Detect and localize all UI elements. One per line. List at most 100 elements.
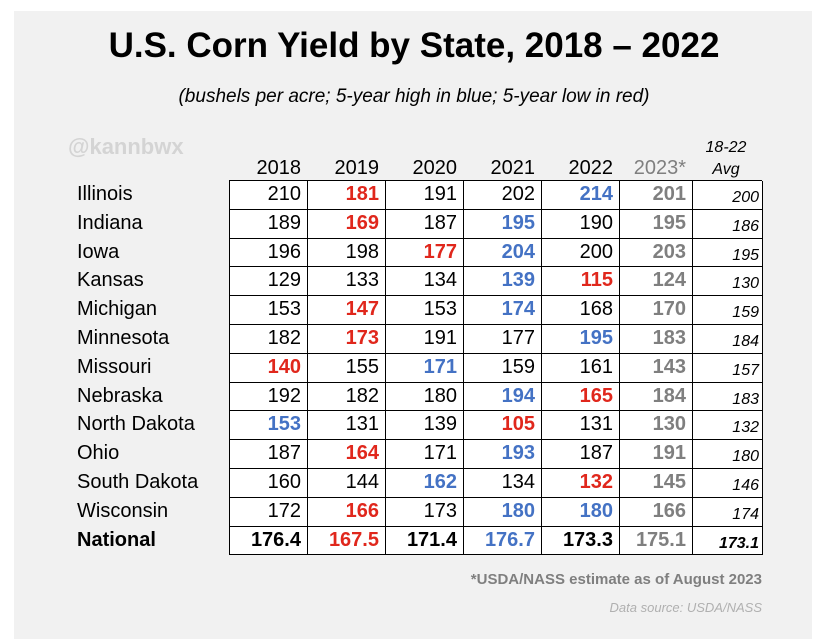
cell-michigan-2023: 170 [620,296,693,325]
cell-national-2023: 175.1 [620,526,693,556]
cell-wisconsin-2021: 180 [464,497,542,527]
row-label-minnesota: Minnesota [77,327,170,349]
cell-north-dakota-2020: 139 [386,411,464,441]
chart-title: U.S. Corn Yield by State, 2018 – 2022 [108,26,720,65]
cell-wisconsin-2020: 173 [386,497,464,527]
cell-indiana-1822Avg: 186 [693,209,763,239]
cell-indiana-2018: 189 [230,209,308,239]
cell-north-dakota-1822Avg: 132 [693,411,763,441]
cell-minnesota-2018: 182 [230,325,308,354]
cell-north-dakota-2018: 153 [230,411,308,441]
avg-header-line2: Avg [712,161,740,178]
cell-minnesota-1822Avg: 184 [693,325,763,354]
cell-national-2020: 171.4 [386,526,464,556]
cell-north-dakota-2021: 105 [464,411,542,441]
cell-north-dakota-2023: 130 [620,411,693,441]
cell-kansas-2023: 124 [620,267,693,297]
cell-indiana-2022: 190 [542,209,620,239]
cell-iowa-2022: 200 [542,238,620,268]
cell-kansas-2021: 139 [464,267,542,297]
author-handle: @kannbwx [68,134,184,159]
cell-kansas-1822Avg: 130 [693,267,763,297]
cell-wisconsin-2018: 172 [230,497,308,527]
cell-indiana-2021: 195 [464,209,542,239]
cell-iowa-2018: 196 [230,238,308,268]
cell-ohio-2020: 171 [386,440,464,469]
cell-indiana-2019: 169 [308,209,386,239]
cell-michigan-2018: 153 [230,296,308,325]
cell-illinois-1822Avg: 200 [693,181,763,210]
row-label-indiana: Indiana [77,211,143,234]
cell-indiana-2023: 195 [620,209,693,239]
cell-michigan-2022: 168 [542,296,620,325]
cell-iowa-2020: 177 [386,238,464,268]
avg-header-line1: 18-22 [705,139,747,156]
cell-national-2022: 173.3 [542,526,620,556]
cell-wisconsin-2022: 180 [542,497,620,527]
cell-wisconsin-2019: 166 [308,497,386,527]
cell-wisconsin-1822Avg: 174 [693,497,763,527]
cell-south-dakota-2022: 132 [542,469,620,498]
cell-minnesota-2019: 173 [308,325,386,354]
cell-nebraska-2023: 184 [620,382,693,412]
avg-column-header: 18-22 Avg [690,137,762,181]
cell-nebraska-1822Avg: 183 [693,382,763,412]
column-header-2022: 2022 [568,157,614,179]
cell-south-dakota-2023: 145 [620,469,693,498]
cell-indiana-2020: 187 [386,209,464,239]
column-header-2020: 2020 [412,157,458,179]
cell-nebraska-2018: 192 [230,382,308,412]
cell-nebraska-2022: 165 [542,382,620,412]
cell-ohio-1822Avg: 180 [693,440,763,469]
cell-illinois-2021: 202 [464,181,542,210]
cell-illinois-2020: 191 [386,181,464,210]
row-label-ohio: Ohio [77,442,120,465]
cell-kansas-2020: 134 [386,267,464,297]
cell-michigan-2019: 147 [308,296,386,325]
cell-minnesota-2022: 195 [542,325,620,354]
cell-national-1822Avg: 173.1 [693,526,763,556]
cell-iowa-2023: 203 [620,238,693,268]
row-label-south-dakota: South Dakota [77,471,199,493]
cell-south-dakota-2020: 162 [386,469,464,498]
cell-missouri-2018: 140 [230,353,308,383]
cell-kansas-2019: 133 [308,267,386,297]
footnote: *USDA/NASS estimate as of August 2023 [470,571,762,588]
column-header-2019: 2019 [334,157,380,179]
column-header-2018: 2018 [256,157,302,179]
cell-kansas-2022: 115 [542,267,620,297]
column-header-2023: 2023* [633,157,686,179]
row-label-illinois: Illinois [77,183,133,205]
row-label-michigan: Michigan [77,298,158,321]
cell-south-dakota-2019: 144 [308,469,386,498]
cell-national-2018: 176.4 [230,526,308,556]
cell-kansas-2018: 129 [230,267,308,297]
chart-subtitle: (bushels per acre; 5-year high in blue; … [178,86,650,107]
row-label-nebraska: Nebraska [77,384,163,407]
cell-illinois-2023: 201 [620,181,693,210]
cell-wisconsin-2023: 166 [620,497,693,527]
cell-south-dakota-1822Avg: 146 [693,469,763,498]
row-label-kansas: Kansas [77,269,144,292]
cell-ohio-2023: 191 [620,440,693,469]
data-source: Data source: USDA/NASS [609,600,762,615]
row-label-north-dakota: North Dakota [77,413,195,436]
cell-nebraska-2019: 182 [308,382,386,412]
cell-nebraska-2020: 180 [386,382,464,412]
cell-nebraska-2021: 194 [464,382,542,412]
cell-national-2021: 176.7 [464,526,542,556]
row-label-wisconsin: Wisconsin [77,499,169,522]
cell-missouri-2020: 171 [386,353,464,383]
cell-missouri-2021: 159 [464,353,542,383]
cell-ohio-2018: 187 [230,440,308,469]
cell-ohio-2022: 187 [542,440,620,469]
cell-michigan-1822Avg: 159 [693,296,763,325]
column-header-2021: 2021 [490,157,536,179]
cell-missouri-2023: 143 [620,353,693,383]
cell-missouri-2019: 155 [308,353,386,383]
row-label-missouri: Missouri [77,355,152,378]
cell-minnesota-2023: 183 [620,325,693,354]
cell-michigan-2020: 153 [386,296,464,325]
cell-north-dakota-2022: 131 [542,411,620,441]
cell-iowa-1822Avg: 195 [693,238,763,268]
